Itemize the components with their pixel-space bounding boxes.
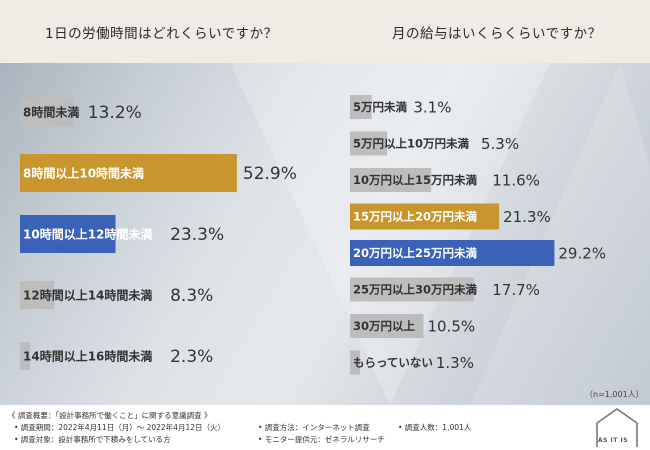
bar-value-label: 11.6%	[492, 171, 540, 189]
background-shape	[230, 63, 550, 405]
house-icon	[596, 408, 638, 447]
bar-category-label: 10時間以上12時間未満	[23, 226, 152, 241]
working-hours-bar-chart: 8時間未満 13.2% 8時間以上10時間未満 52.9% 10時間以上12時間未満 23…	[20, 98, 297, 370]
bar-category-label: 25万円以上30万円未満	[353, 283, 478, 297]
bar-category-label: 30万円以上	[353, 319, 416, 333]
bar-value-label: 5.3%	[481, 135, 519, 153]
bar-value-label: 13.2%	[88, 103, 142, 123]
bar	[350, 314, 424, 338]
bar	[350, 350, 360, 375]
bar-category-label: 15万円以上20万円未満	[353, 210, 478, 224]
bar-value-label: 2.3%	[170, 347, 213, 367]
bar	[20, 342, 30, 370]
survey-period: • 調査期間：2022年4月11日（月）〜 2022年4月12日（火）	[14, 423, 225, 432]
bar-value-label: 1.3%	[436, 354, 474, 372]
bar-value-label: 10.5%	[428, 317, 476, 335]
monthly-salary-bar-chart: 5万円未満 3.1% 5万円以上10万円未満 5.3% 10万円以上15万円未満 11.6…	[350, 95, 606, 375]
bar-category-label: 8時間未満	[23, 104, 79, 119]
bar	[350, 240, 555, 266]
bar	[20, 154, 237, 192]
survey-summary: 《 調査概要：「設計事務所で働くこと」に関する意識調査 》	[8, 411, 212, 420]
bar-category-label: 8時間以上10時間未満	[23, 165, 144, 180]
survey-method: • 調査方法：インターネット調査	[258, 423, 370, 432]
sample-size-note: （n=1,001人）	[585, 390, 644, 399]
background-shape	[470, 63, 650, 405]
survey-target: • 調査対象：設計事務所で下積みをしている方	[14, 435, 171, 444]
bar	[350, 203, 500, 230]
bar	[350, 131, 388, 156]
bar	[20, 281, 55, 309]
survey-count: • 調査人数：1,001人	[398, 423, 472, 432]
bar-value-label: 17.7%	[492, 281, 540, 299]
bar-value-label: 3.1%	[413, 98, 451, 116]
bar-category-label: 5万円未満	[353, 100, 408, 114]
bar	[350, 168, 432, 192]
survey-monitor: • モニター提供元：ゼネラルリサーチ	[258, 435, 385, 444]
bar-category-label: 14時間以上16時間未満	[23, 348, 152, 363]
logo-text: AS IT IS	[598, 437, 629, 444]
bar-category-label: 10万円以上15万円未満	[353, 173, 478, 187]
bar	[20, 215, 116, 253]
bar-value-label: 52.9%	[243, 164, 297, 184]
bar-category-label: 20万円以上25万円未満	[353, 246, 478, 260]
bar	[350, 277, 474, 302]
left-question-title: 1日の労働時間はどれくらいですか？	[45, 26, 278, 42]
header-band: 1日の労働時間はどれくらいですか？ 月の給与はいくらくらいですか？	[0, 0, 650, 63]
bar-value-label: 8.3%	[170, 286, 213, 306]
bar-category-label: 12時間以上14時間未満	[23, 287, 152, 302]
bar-category-label: もらっていない	[353, 356, 433, 370]
survey-footer: 《 調査概要：「設計事務所で働くこと」に関する意識調査 》 • 調査期間：202…	[0, 405, 650, 450]
right-question-title: 月の給与はいくらくらいですか？	[392, 26, 602, 42]
bar-value-label: 21.3%	[503, 208, 551, 226]
chart-background: 8時間未満 13.2% 8時間以上10時間未満 52.9% 10時間以上12時間未満 23…	[0, 63, 650, 405]
bar	[350, 95, 372, 119]
bar-value-label: 23.3%	[170, 225, 224, 245]
bar-value-label: 29.2%	[558, 244, 606, 262]
bar	[20, 98, 75, 126]
bar-category-label: 5万円以上10万円未満	[353, 137, 470, 151]
